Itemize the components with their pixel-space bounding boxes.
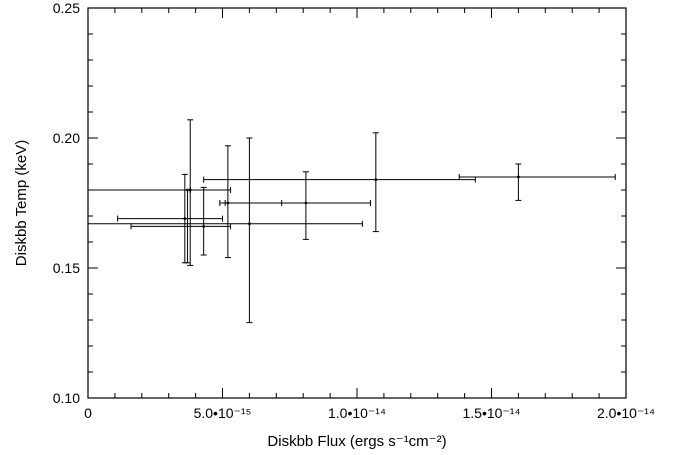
x-tick-label: 1.0•10⁻¹⁴ — [328, 405, 386, 421]
data-point — [130, 186, 232, 256]
point-marker — [188, 188, 192, 192]
x-tick-label: 5.0•10⁻¹⁵ — [194, 405, 252, 421]
x-tick-label: 0 — [84, 405, 92, 421]
data-point — [117, 173, 223, 264]
x-axis-label: Diskbb Flux (ergs s⁻¹cm⁻²) — [267, 433, 446, 450]
point-marker — [202, 225, 206, 228]
data-point — [87, 137, 363, 324]
point-marker — [374, 178, 378, 182]
point-marker — [183, 217, 187, 221]
y-tick-label: 0.25 — [53, 0, 80, 16]
data-points — [87, 119, 616, 324]
y-tick-label: 0.20 — [53, 130, 80, 146]
point-marker — [248, 222, 251, 226]
point-marker — [304, 201, 308, 205]
y-axis-label: Diskbb Temp (keV) — [13, 140, 30, 266]
axis-ticks: 0 5.0•10⁻¹⁵ 1.0•10⁻¹⁴ 1.5•10⁻¹⁴ 2.0•10⁻¹⁴ 0.1… — [53, 0, 655, 421]
data-point — [458, 163, 616, 201]
data-point — [224, 171, 371, 240]
data-point — [219, 145, 283, 259]
x-tick-label: 1.5•10⁻¹⁴ — [462, 405, 520, 421]
y-tick-label: 0.10 — [53, 390, 80, 406]
data-point — [187, 119, 194, 266]
x-tick-label: 2.0•10⁻¹⁴ — [597, 405, 655, 421]
data-point — [87, 187, 232, 264]
y-tick-label: 0.15 — [53, 260, 80, 276]
point-marker — [517, 175, 520, 179]
point-marker — [186, 188, 189, 192]
data-point — [203, 132, 476, 233]
